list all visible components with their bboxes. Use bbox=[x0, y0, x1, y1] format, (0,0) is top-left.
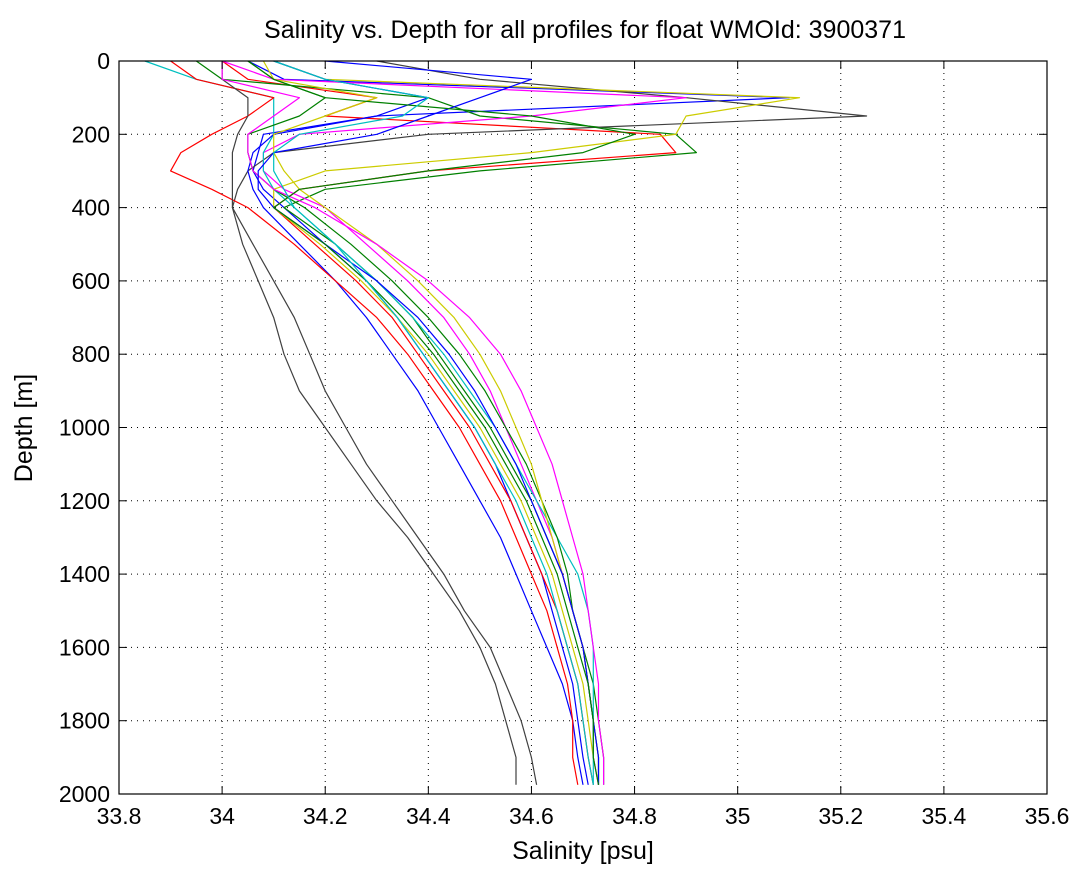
y-tick-label: 1400 bbox=[59, 561, 110, 587]
y-tick-label: 600 bbox=[72, 268, 110, 294]
profile-line bbox=[247, 60, 636, 785]
profile-line bbox=[221, 61, 605, 785]
x-tick-label: 34.4 bbox=[406, 803, 451, 829]
x-tick-label: 35.2 bbox=[818, 803, 863, 829]
y-tick-label: 1000 bbox=[59, 415, 110, 441]
chart-title: Salinity vs. Depth for all profiles for … bbox=[264, 16, 906, 44]
x-tick-label: 34.8 bbox=[612, 803, 657, 829]
profile-line bbox=[170, 60, 579, 785]
x-tick-label: 34.2 bbox=[303, 803, 348, 829]
profile-line bbox=[273, 60, 594, 785]
x-tick-label: 34.6 bbox=[509, 803, 554, 829]
ticks bbox=[118, 60, 1048, 795]
profile-line bbox=[231, 60, 868, 785]
profile-line bbox=[221, 61, 517, 785]
y-tick-label: 200 bbox=[72, 121, 110, 147]
x-tick-label: 33.8 bbox=[97, 803, 142, 829]
y-tick-label: 800 bbox=[72, 341, 110, 367]
profile-line bbox=[273, 60, 801, 785]
x-tick-labels: 33.8 34 34.2 34.4 34.6 34.8 35 35.2 35.4 35.6 bbox=[97, 803, 1070, 829]
x-axis-label: Salinity [psu] bbox=[512, 837, 654, 865]
y-axis-label: Depth [m] bbox=[10, 374, 38, 482]
x-tick-label: 34 bbox=[209, 803, 235, 829]
y-tick-label: 400 bbox=[72, 195, 110, 221]
x-tick-label: 35.4 bbox=[922, 803, 967, 829]
y-tick-label: 1800 bbox=[59, 708, 110, 734]
y-tick-label: 0 bbox=[97, 48, 110, 74]
y-tick-label: 2000 bbox=[59, 781, 110, 807]
series-group bbox=[144, 60, 868, 785]
profile-line bbox=[257, 60, 600, 785]
x-tick-label: 35.6 bbox=[1025, 803, 1070, 829]
y-tick-label: 1200 bbox=[59, 488, 110, 514]
x-tick-label: 35 bbox=[725, 803, 751, 829]
y-tick-labels: 0 200 400 600 800 1000 1200 1400 1600 1800 2000 bbox=[59, 48, 110, 807]
y-tick-label: 1600 bbox=[59, 634, 110, 660]
